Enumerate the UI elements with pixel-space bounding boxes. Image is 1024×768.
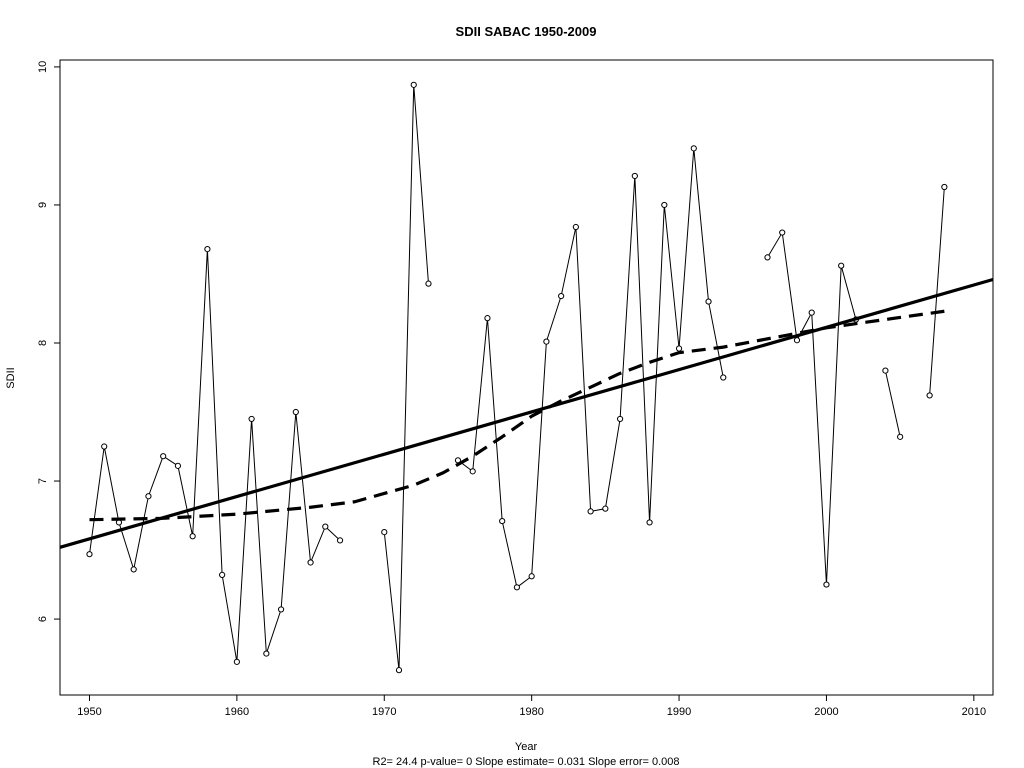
data-point (720, 374, 727, 381)
observed-line-segment (88, 249, 341, 662)
x-tick-label: 1970 (372, 706, 396, 718)
data-point (160, 453, 167, 460)
data-point (543, 338, 550, 345)
data-point (705, 298, 712, 305)
data-point (381, 529, 388, 536)
data-point (499, 517, 506, 525)
data-point (661, 201, 668, 209)
data-point (675, 345, 683, 352)
data-point (174, 462, 182, 469)
x-tick-label: 1990 (667, 706, 691, 718)
observed-line-segment (767, 231, 857, 585)
x-axis: 1950 1960 1970 1980 1990 2000 2010 (77, 695, 986, 718)
data-point (690, 145, 697, 152)
chart-title: SDII SABAC 1950-2009 (456, 24, 597, 39)
y-tick-label: 10 (37, 61, 49, 73)
data-point (587, 508, 594, 515)
data-point (616, 415, 624, 423)
data-point (189, 533, 196, 540)
data-point (631, 172, 638, 180)
data-point (882, 367, 889, 374)
data-point (572, 223, 579, 231)
data-point (779, 229, 786, 236)
data-point (926, 392, 933, 399)
data-point (469, 468, 476, 475)
smoothed-trend-line (89, 309, 945, 522)
x-tick-label: 1960 (225, 706, 249, 718)
data-point (248, 415, 255, 423)
data-point (838, 262, 845, 269)
data-point (764, 254, 771, 261)
data-point (86, 551, 93, 558)
data-point (484, 315, 491, 322)
data-point (941, 183, 948, 191)
data-point (808, 309, 815, 316)
data-point (602, 505, 609, 512)
linear-trend-line (59, 277, 994, 549)
y-axis-label: SDII (5, 367, 17, 388)
data-point (277, 606, 285, 613)
data-point (204, 246, 211, 253)
data-point (233, 658, 240, 665)
data-point (263, 650, 270, 657)
x-tick-label: 2010 (962, 706, 986, 718)
y-axis: 6 7 8 9 10 (37, 61, 60, 622)
data-point (897, 433, 904, 440)
data-point (307, 559, 314, 566)
data-point (219, 571, 226, 579)
data-point (513, 584, 521, 591)
data-point (793, 337, 801, 344)
x-tick-label: 1980 (519, 706, 543, 718)
data-point (528, 573, 535, 580)
data-point (558, 292, 565, 300)
observed-line-segment (884, 370, 901, 437)
data-point (336, 537, 344, 544)
data-point (130, 566, 137, 573)
y-tick-label: 9 (37, 202, 49, 208)
data-point (410, 81, 417, 88)
x-tick-label: 1950 (77, 706, 101, 718)
y-tick-label: 6 (37, 616, 49, 622)
y-tick-label: 8 (37, 340, 49, 346)
data-point (646, 519, 653, 526)
x-axis-label: Year (515, 741, 538, 753)
series-layer (59, 81, 994, 674)
plot-frame (59, 59, 994, 696)
data-point (145, 493, 152, 500)
observed-line-segment (929, 186, 945, 396)
data-point (292, 408, 299, 416)
data-point (101, 443, 108, 450)
x-tick-label: 2000 (814, 706, 838, 718)
regression-stats: R2= 24.4 p-value= 0 Slope estimate= 0.03… (373, 756, 680, 768)
data-point (395, 667, 403, 674)
data-point (425, 280, 432, 287)
data-point (322, 523, 329, 530)
data-point (823, 581, 830, 588)
y-tick-label: 7 (37, 478, 49, 484)
observed-line-segment (383, 84, 429, 671)
